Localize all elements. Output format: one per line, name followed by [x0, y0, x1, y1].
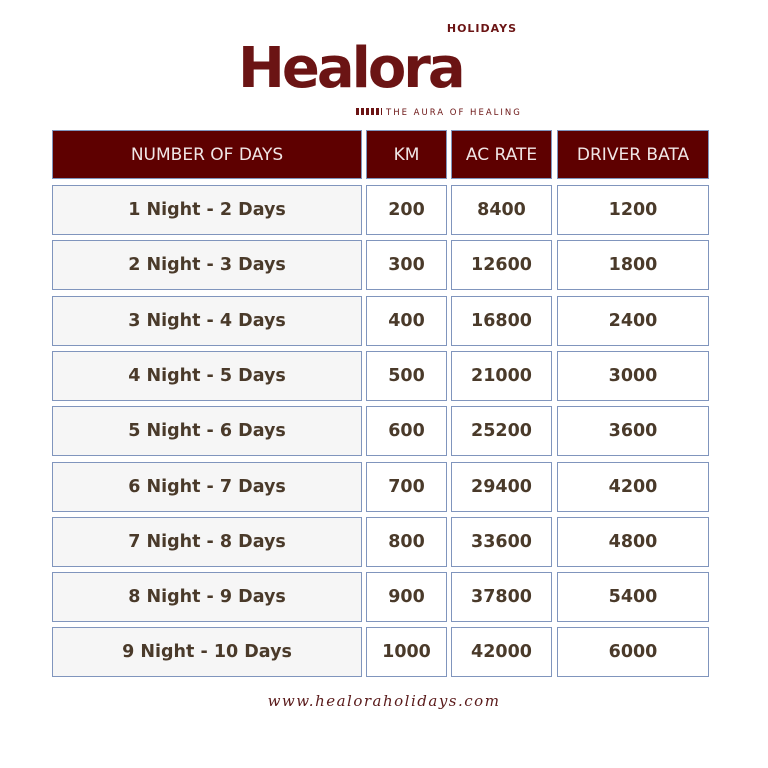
- cell-km: 600: [366, 406, 447, 457]
- cell-driver-bata: 5400: [557, 572, 709, 623]
- cell-km: 900: [366, 572, 447, 623]
- cell-km: 800: [366, 516, 447, 567]
- header-driver-bata: DRIVER BATA: [557, 130, 709, 179]
- cell-ac-rate: 33600: [451, 516, 552, 567]
- cell-days: 2 Night - 3 Days: [52, 240, 362, 291]
- cell-driver-bata: 6000: [557, 627, 709, 678]
- cell-ac-rate: 12600: [451, 240, 552, 291]
- cell-days: 4 Night - 5 Days: [52, 350, 362, 401]
- cell-driver-bata: 3600: [557, 406, 709, 457]
- cell-driver-bata: 1800: [557, 240, 709, 291]
- website-url[interactable]: www.healoraholidays.com: [267, 692, 501, 710]
- header-days: NUMBER OF DAYS: [52, 130, 362, 179]
- cell-driver-bata: 3000: [557, 350, 709, 401]
- cell-days: 5 Night - 6 Days: [52, 406, 362, 457]
- cell-ac-rate: 42000: [451, 627, 552, 678]
- cell-days: 9 Night - 10 Days: [52, 627, 362, 678]
- cell-km: 1000: [366, 627, 447, 678]
- header-km: KM: [366, 130, 447, 179]
- cell-days: 6 Night - 7 Days: [52, 461, 362, 512]
- cell-ac-rate: 25200: [451, 406, 552, 457]
- cell-ac-rate: 29400: [451, 461, 552, 512]
- bars-icon: [356, 108, 382, 115]
- tagline-text: THE AURA OF HEALING: [386, 108, 522, 118]
- cell-driver-bata: 4800: [557, 516, 709, 567]
- cell-days: 3 Night - 4 Days: [52, 295, 362, 346]
- cell-driver-bata: 1200: [557, 185, 709, 235]
- cell-km: 500: [366, 350, 447, 401]
- cell-km: 400: [366, 295, 447, 346]
- logo-brand: Healora: [238, 36, 466, 101]
- logo-holidays: HOLIDAYS: [446, 22, 517, 35]
- cell-ac-rate: 21000: [451, 350, 552, 401]
- cell-km: 700: [366, 461, 447, 512]
- cell-days: 7 Night - 8 Days: [52, 516, 362, 567]
- cell-driver-bata: 2400: [557, 295, 709, 346]
- cell-ac-rate: 16800: [451, 295, 552, 346]
- cell-days: 1 Night - 2 Days: [52, 185, 362, 235]
- header-ac-rate: AC RATE: [451, 130, 552, 179]
- cell-km: 200: [366, 185, 447, 235]
- cell-days: 8 Night - 9 Days: [52, 572, 362, 623]
- cell-ac-rate: 8400: [451, 185, 552, 235]
- logo: HOLIDAYS Healora THE AURA OF HEALING: [238, 22, 523, 124]
- logo-tagline: THE AURA OF HEALING: [356, 106, 522, 120]
- cell-km: 300: [366, 240, 447, 291]
- cell-ac-rate: 37800: [451, 572, 552, 623]
- cell-driver-bata: 4200: [557, 461, 709, 512]
